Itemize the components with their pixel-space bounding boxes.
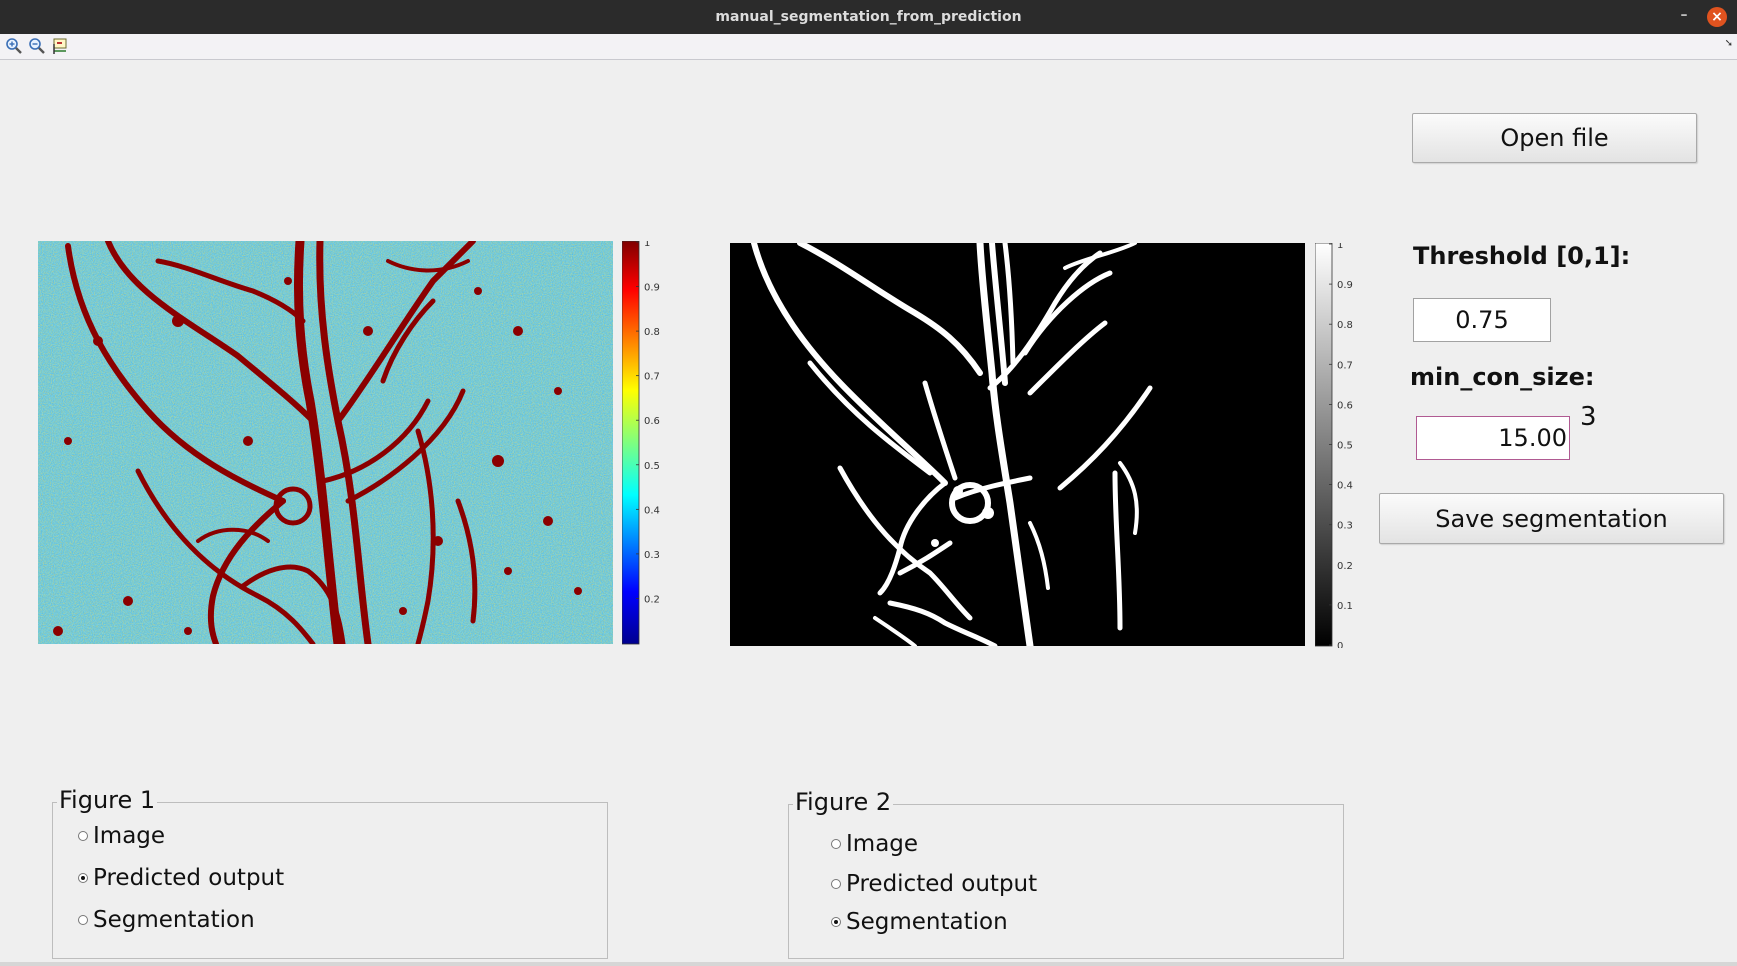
figure1-radio-segmentation-label: Segmentation — [93, 907, 255, 933]
figure1-colorbar: 1 0.9 0.8 0.7 0.6 0.5 0.4 0.3 0.2 — [621, 238, 670, 646]
gray-colorbar: 1 0.9 0.8 0.7 0.6 0.5 0.4 0.3 0.2 0.1 0 — [1314, 240, 1353, 652]
figure1-radio-segmentation[interactable]: Segmentation — [78, 907, 255, 933]
threshold-value: 0.75 — [1455, 306, 1509, 334]
jet-colorbar: 1 0.9 0.8 0.7 0.6 0.5 0.4 0.3 0.2 — [621, 238, 660, 645]
figure2-colorbar-tick-label: 0 — [1337, 641, 1343, 648]
figure1-radio-segmentation-dot[interactable] — [78, 915, 88, 925]
figure1-colorbar-tick-label: 0.2 — [644, 594, 660, 605]
zoom-in-icon[interactable] — [5, 37, 23, 55]
figure1-colorbar-tick-label: 0.4 — [644, 505, 660, 516]
figure2-colorbar: 1 0.9 0.8 0.7 0.6 0.5 0.4 0.3 0.2 0.1 0 — [1314, 240, 1363, 652]
figure1-axes[interactable] — [38, 236, 613, 649]
min-con-size-hint: 3 — [1580, 402, 1597, 432]
zoom-out-icon[interactable] — [28, 37, 46, 55]
toolbar-dock-icon[interactable]: ➘ — [1724, 38, 1733, 49]
figure-toolbar: ➘ — [0, 34, 1737, 60]
figure1-radio-predicted-label: Predicted output — [93, 865, 285, 891]
threshold-field[interactable]: 0.75 — [1413, 298, 1551, 342]
figure1-radio-image-label: Image — [93, 823, 166, 849]
figure1-radio-image-dot[interactable] — [78, 831, 88, 841]
figure2-radio-image-dot[interactable] — [831, 839, 841, 849]
title-bar: manual_segmentation_from_prediction – × — [0, 0, 1737, 34]
figure2-radio-segmentation-dot[interactable] — [831, 917, 841, 927]
figure2-colorbar-tick-label: 0.2 — [1337, 561, 1353, 572]
figure2-colorbar-tick-label: 0.1 — [1337, 601, 1353, 612]
figure2-radio-segmentation[interactable]: Segmentation — [831, 909, 1008, 935]
figure1-colorbar-tick-label: 0.3 — [644, 550, 660, 561]
min-con-size-value: 15.00 — [1498, 424, 1567, 452]
min-con-size-label: min_con_size: — [1410, 363, 1595, 391]
figure2-colorbar-tick-label: 1 — [1337, 243, 1343, 251]
minimize-icon[interactable]: – — [1680, 7, 1688, 23]
predicted-output-image — [38, 236, 613, 649]
figure1-panel: Figure 1 Image Predicted output Segmenta… — [52, 786, 608, 959]
figure2-radio-predicted-label: Predicted output — [846, 871, 1038, 897]
min-con-size-field[interactable]: 15.00 — [1416, 416, 1570, 460]
save-segmentation-button[interactable]: Save segmentation — [1379, 493, 1724, 544]
figure1-colorbar-tick-label: 0.8 — [644, 327, 660, 338]
figure1-colorbar-tick-label: 0.5 — [644, 461, 660, 472]
figure2-colorbar-tick-label: 0.5 — [1337, 441, 1353, 452]
figure2-colorbar-tick-label: 0.7 — [1337, 360, 1353, 371]
figure2-radio-image[interactable]: Image — [831, 831, 918, 857]
figure1-radio-predicted-dot[interactable] — [78, 873, 88, 883]
figure2-radio-image-label: Image — [846, 831, 919, 857]
figure2-colorbar-tick-label: 0.3 — [1337, 521, 1353, 532]
figure1-colorbar-tick-label: 0.7 — [644, 372, 660, 383]
figure2-axes[interactable] — [730, 239, 1305, 650]
figure2-colorbar-tick-label: 0.9 — [1337, 280, 1353, 291]
figure1-radio-predicted[interactable]: Predicted output — [78, 865, 284, 891]
figure2-colorbar-tick-label: 0.6 — [1337, 400, 1353, 411]
close-icon[interactable]: × — [1707, 7, 1727, 27]
figure2-radio-segmentation-label: Segmentation — [846, 909, 1008, 935]
figure2-colorbar-tick-label: 0.8 — [1337, 320, 1353, 331]
data-cursor-icon[interactable] — [51, 37, 69, 55]
window-title: manual_segmentation_from_prediction — [715, 9, 1022, 25]
figure2-colorbar-tick-label: 0.4 — [1337, 481, 1353, 492]
segmentation-mask-image — [730, 239, 1305, 650]
save-segmentation-label: Save segmentation — [1435, 504, 1668, 533]
figure2-radio-predicted-dot[interactable] — [831, 879, 841, 889]
open-file-label: Open file — [1500, 124, 1609, 152]
threshold-label: Threshold [0,1]: — [1413, 242, 1631, 270]
figure1-colorbar-tick-label: 0.6 — [644, 416, 660, 427]
figure1-colorbar-tick-label: 1 — [644, 241, 650, 249]
figure1-panel-title: Figure 1 — [57, 786, 158, 814]
open-file-button[interactable]: Open file — [1412, 113, 1697, 163]
figure1-colorbar-tick-label: 0.9 — [644, 283, 660, 294]
figure1-radio-image[interactable]: Image — [78, 823, 165, 849]
figure2-panel-title: Figure 2 — [793, 788, 894, 816]
figure2-panel: Figure 2 Image Predicted output Segmenta… — [788, 788, 1344, 959]
window-bottom-edge — [0, 962, 1737, 966]
figure2-radio-predicted[interactable]: Predicted output — [831, 871, 1037, 897]
